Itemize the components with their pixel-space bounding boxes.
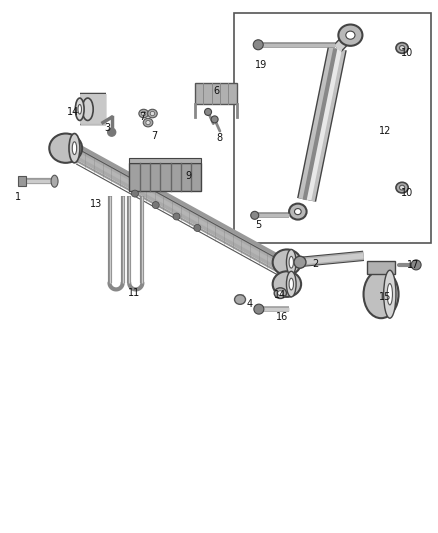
Text: 17: 17 bbox=[407, 261, 419, 270]
Ellipse shape bbox=[274, 288, 286, 298]
Text: 19: 19 bbox=[254, 60, 267, 70]
Circle shape bbox=[194, 224, 201, 231]
Ellipse shape bbox=[148, 109, 157, 118]
Circle shape bbox=[254, 304, 264, 314]
Ellipse shape bbox=[387, 284, 392, 305]
Ellipse shape bbox=[51, 175, 58, 187]
Bar bbox=[129, 158, 201, 163]
Text: 8: 8 bbox=[217, 133, 223, 142]
Text: 16: 16 bbox=[276, 312, 289, 322]
Circle shape bbox=[253, 40, 263, 50]
Ellipse shape bbox=[364, 270, 399, 318]
Bar bbox=[18, 176, 25, 186]
Ellipse shape bbox=[141, 111, 146, 116]
Text: 1: 1 bbox=[14, 192, 21, 202]
Ellipse shape bbox=[272, 271, 301, 297]
Text: 10: 10 bbox=[401, 188, 413, 198]
Ellipse shape bbox=[346, 31, 355, 39]
Text: 3: 3 bbox=[104, 123, 110, 133]
Text: 11: 11 bbox=[127, 288, 140, 298]
Text: 13: 13 bbox=[90, 199, 102, 208]
Ellipse shape bbox=[49, 134, 82, 163]
Ellipse shape bbox=[289, 204, 307, 220]
Text: 4: 4 bbox=[247, 299, 253, 309]
Ellipse shape bbox=[289, 278, 293, 290]
Text: 14: 14 bbox=[274, 290, 286, 300]
Ellipse shape bbox=[143, 118, 153, 127]
FancyBboxPatch shape bbox=[367, 261, 395, 274]
Text: 9: 9 bbox=[185, 171, 191, 181]
Circle shape bbox=[205, 108, 212, 116]
Text: 15: 15 bbox=[379, 293, 392, 302]
Text: 12: 12 bbox=[379, 126, 392, 135]
Ellipse shape bbox=[278, 291, 283, 295]
Ellipse shape bbox=[294, 208, 301, 215]
Ellipse shape bbox=[272, 249, 301, 275]
Text: 5: 5 bbox=[255, 220, 261, 230]
Ellipse shape bbox=[384, 270, 396, 318]
Ellipse shape bbox=[82, 98, 93, 120]
Ellipse shape bbox=[78, 104, 81, 114]
Ellipse shape bbox=[235, 295, 245, 304]
Ellipse shape bbox=[146, 120, 150, 125]
Ellipse shape bbox=[286, 271, 296, 297]
Circle shape bbox=[173, 213, 180, 220]
Circle shape bbox=[131, 190, 138, 197]
Ellipse shape bbox=[396, 43, 408, 53]
Text: 10: 10 bbox=[401, 49, 413, 58]
Ellipse shape bbox=[399, 185, 405, 190]
Text: 6: 6 bbox=[214, 86, 220, 95]
Bar bbox=[129, 163, 201, 191]
Ellipse shape bbox=[69, 134, 80, 163]
Circle shape bbox=[411, 260, 421, 270]
Text: 7: 7 bbox=[139, 112, 145, 122]
Bar bbox=[195, 83, 237, 104]
Circle shape bbox=[108, 128, 116, 136]
Circle shape bbox=[294, 256, 306, 268]
Ellipse shape bbox=[286, 249, 296, 275]
Text: 14: 14 bbox=[67, 107, 79, 117]
Circle shape bbox=[251, 211, 259, 220]
Circle shape bbox=[211, 116, 218, 123]
Bar bbox=[234, 13, 431, 243]
Ellipse shape bbox=[150, 111, 155, 116]
Ellipse shape bbox=[139, 109, 148, 118]
Circle shape bbox=[152, 201, 159, 208]
Ellipse shape bbox=[72, 142, 77, 155]
Ellipse shape bbox=[399, 45, 405, 51]
Ellipse shape bbox=[289, 256, 293, 268]
Text: 7: 7 bbox=[151, 131, 157, 141]
Ellipse shape bbox=[338, 25, 363, 46]
Ellipse shape bbox=[75, 98, 84, 120]
Text: 2: 2 bbox=[312, 259, 318, 269]
Ellipse shape bbox=[396, 182, 408, 193]
